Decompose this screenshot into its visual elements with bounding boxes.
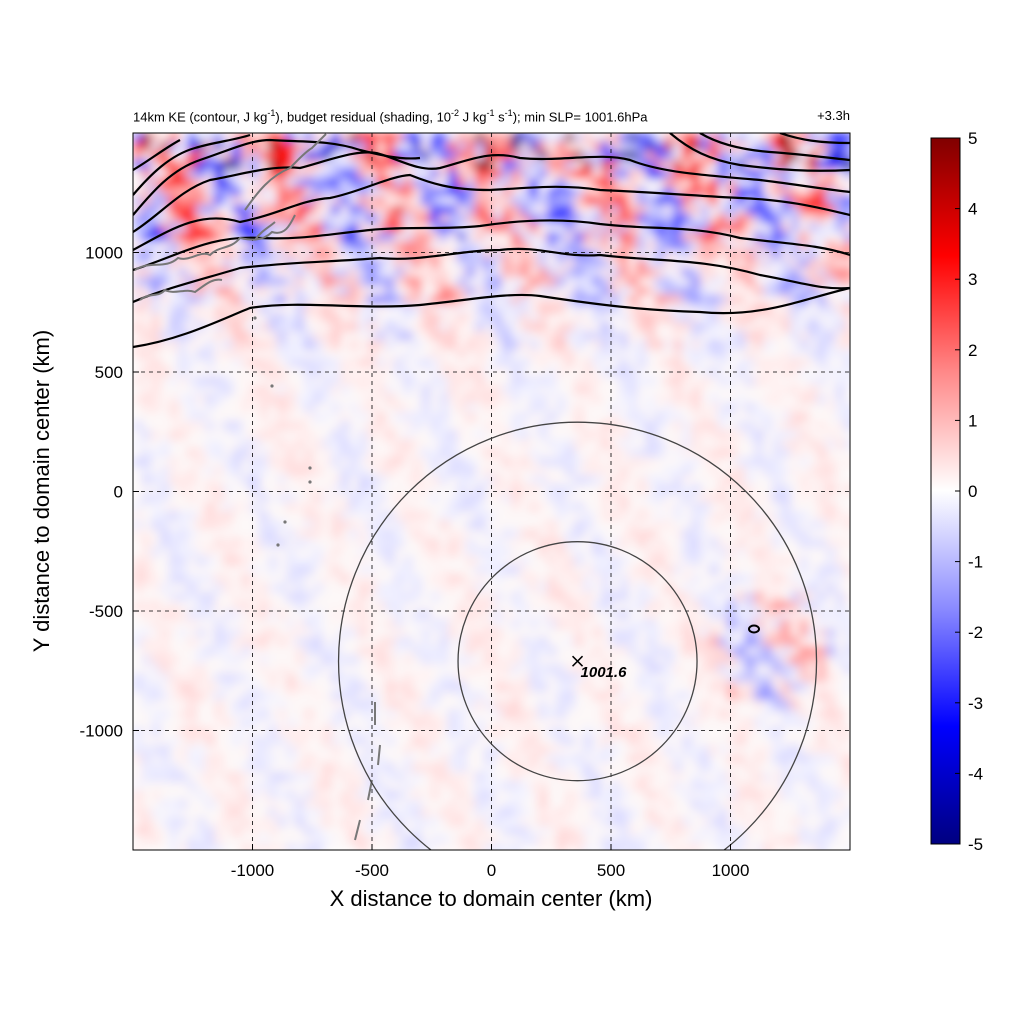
ke-contour bbox=[133, 139, 181, 171]
colorbar-tick-label: -1 bbox=[968, 553, 983, 572]
x-axis-label: X distance to domain center (km) bbox=[329, 886, 653, 911]
ke-contour bbox=[133, 247, 850, 304]
island bbox=[253, 316, 257, 320]
coastline bbox=[254, 221, 276, 241]
ke-contour bbox=[779, 133, 850, 145]
y-tick-label: 1000 bbox=[85, 244, 123, 263]
y-axis-label: Y distance to domain center (km) bbox=[29, 329, 54, 653]
colorbar-tick-label: 3 bbox=[968, 270, 977, 289]
colorbar-tick-label: 4 bbox=[968, 200, 977, 219]
ke-contour bbox=[748, 624, 760, 634]
range-ring bbox=[457, 541, 698, 782]
colorbar-tick-label: -5 bbox=[968, 835, 983, 854]
coastline bbox=[134, 214, 296, 271]
island bbox=[276, 543, 280, 547]
colorbar-tick-label: -2 bbox=[968, 623, 983, 642]
y-tick-label: 500 bbox=[95, 363, 123, 382]
colorbar-tick-label: 5 bbox=[968, 129, 977, 148]
colorbar-tick-label: -3 bbox=[968, 694, 983, 713]
x-tick-label: 1000 bbox=[712, 861, 750, 880]
ke-contour bbox=[133, 151, 850, 233]
x-tick-label: 500 bbox=[597, 861, 625, 880]
island bbox=[308, 466, 312, 470]
island bbox=[270, 384, 274, 388]
colorbar-tick-label: 2 bbox=[968, 341, 977, 360]
chart-title: 14km KE (contour, J kg-1), budget residu… bbox=[133, 108, 648, 125]
min-slp-label: 1001.6 bbox=[581, 664, 628, 681]
x-tick-label: 0 bbox=[487, 861, 496, 880]
y-tick-label: 0 bbox=[114, 483, 123, 502]
coastline bbox=[139, 278, 223, 301]
coastline bbox=[354, 702, 381, 841]
range-ring bbox=[337, 421, 818, 850]
ke-contour bbox=[133, 138, 421, 216]
ke-contour bbox=[133, 133, 251, 196]
island bbox=[308, 480, 312, 484]
ke-contour bbox=[133, 286, 850, 349]
ke-contour bbox=[133, 173, 850, 251]
ke-contour bbox=[699, 133, 850, 162]
forecast-time-label: +3.3h bbox=[817, 108, 850, 123]
storm-center-marker bbox=[572, 655, 584, 667]
x-tick-label: -1000 bbox=[231, 861, 274, 880]
y-tick-label: -1000 bbox=[80, 722, 123, 741]
island bbox=[283, 520, 287, 524]
y-tick-label: -500 bbox=[89, 602, 123, 621]
coastline bbox=[244, 133, 327, 211]
colorbar-tick-label: 1 bbox=[968, 411, 977, 430]
x-tick-label: -500 bbox=[355, 861, 389, 880]
ke-contour bbox=[669, 133, 850, 172]
colorbar-tick-label: 0 bbox=[968, 482, 977, 501]
colorbar-tick-label: -4 bbox=[968, 764, 983, 783]
